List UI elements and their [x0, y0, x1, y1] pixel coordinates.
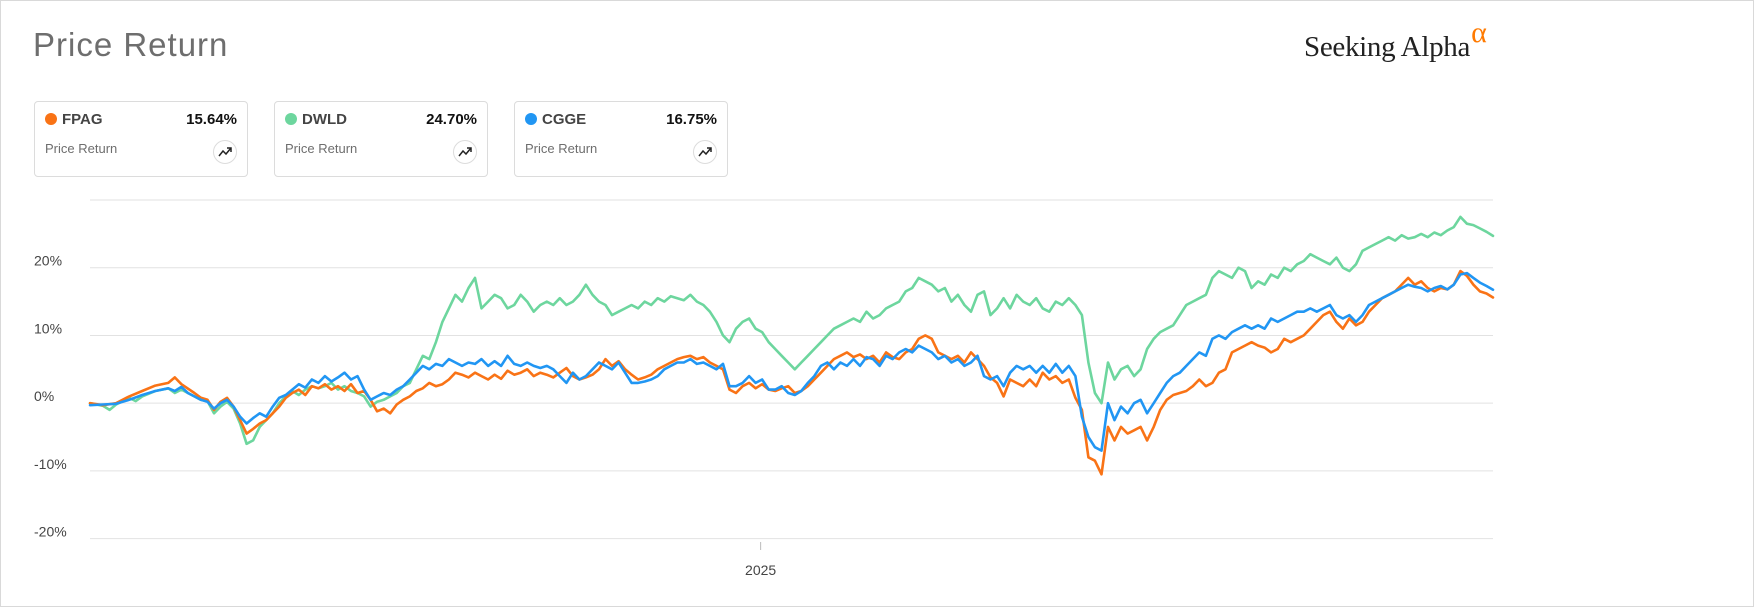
legend-card-fpag[interactable]: FPAG 15.64% Price Return [34, 101, 248, 177]
y-tick-label: 0% [34, 388, 54, 404]
y-tick-label: 20% [34, 253, 62, 269]
chart-gridlines [90, 199, 1493, 540]
series-line-cgge[interactable] [88, 271, 1495, 452]
x-tick-label: 2025 [745, 562, 776, 578]
brand-logo[interactable]: Seeking Alphaα [1304, 16, 1487, 64]
legend-card-dwld[interactable]: DWLD 24.70% Price Return [274, 101, 488, 177]
series-line-fpag[interactable] [88, 269, 1495, 476]
brand-alpha-symbol: α [1471, 16, 1487, 49]
series-color-dot [525, 113, 537, 125]
y-axis-ticks: -20% -10% 0% 10% 20% [34, 253, 67, 540]
card-metric-label: Price Return [525, 141, 598, 156]
trend-chart-icon[interactable] [213, 140, 237, 164]
series-color-dot [45, 113, 57, 125]
card-value: 15.64% [186, 111, 237, 128]
y-tick-label: 10% [34, 320, 62, 336]
card-metric-label: Price Return [285, 141, 358, 156]
card-ticker: FPAG [62, 111, 103, 128]
x-axis-ticks: 2025 [745, 542, 776, 578]
page-title: Price Return [33, 26, 229, 63]
chart-series-lines [88, 215, 1495, 476]
trend-chart-icon[interactable] [693, 140, 717, 164]
card-value: 24.70% [426, 111, 477, 128]
card-ticker: CGGE [542, 111, 587, 128]
series-line-dwld[interactable] [88, 215, 1495, 446]
card-ticker: DWLD [302, 111, 347, 128]
series-color-dot [285, 113, 297, 125]
legend-card-cgge[interactable]: CGGE 16.75% Price Return [514, 101, 728, 177]
y-tick-label: -20% [34, 524, 67, 540]
card-value: 16.75% [666, 111, 717, 128]
card-metric-label: Price Return [45, 141, 118, 156]
brand-name: Seeking Alpha [1304, 31, 1471, 63]
trend-chart-icon[interactable] [453, 140, 477, 164]
y-tick-label: -10% [34, 456, 67, 472]
